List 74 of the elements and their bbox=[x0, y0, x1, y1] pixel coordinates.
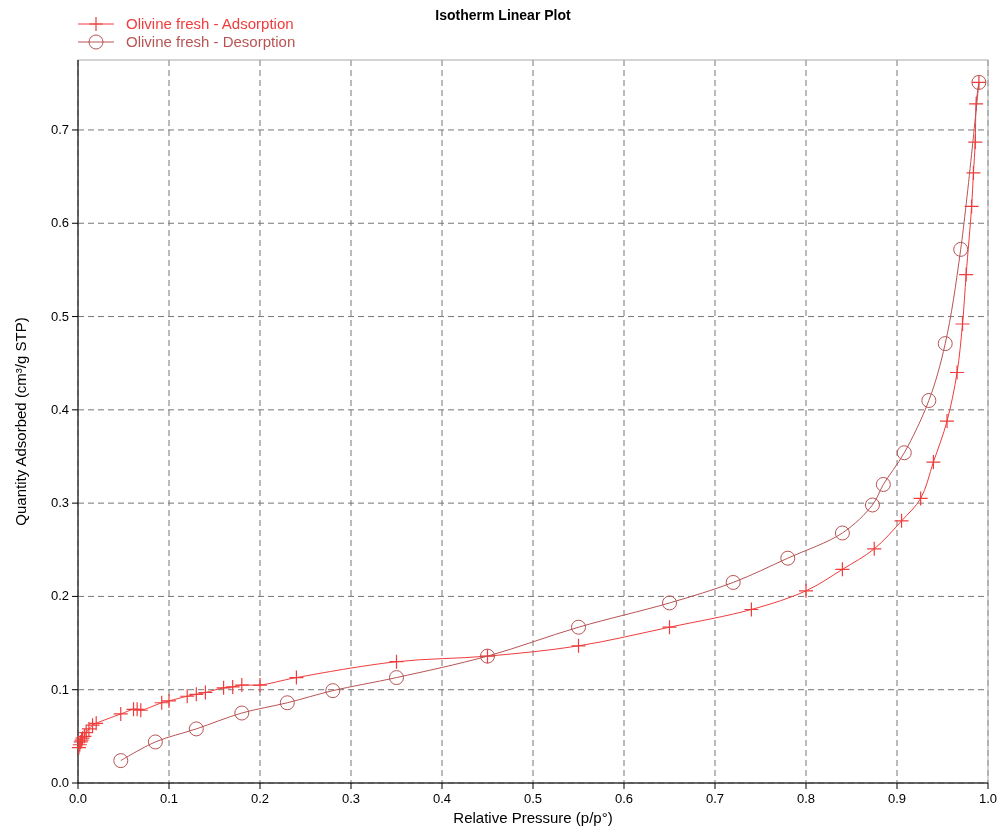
y-axis-title: Quantity Adsorbed (cm³/g STP) bbox=[12, 317, 29, 526]
point bbox=[234, 705, 250, 721]
point bbox=[725, 574, 741, 590]
point bbox=[834, 561, 850, 577]
point bbox=[133, 702, 149, 718]
point bbox=[798, 583, 814, 599]
point bbox=[225, 679, 241, 695]
point bbox=[88, 715, 104, 731]
point bbox=[954, 316, 971, 332]
y-tick-label: 0.5 bbox=[50, 308, 69, 324]
point bbox=[965, 165, 982, 181]
point bbox=[325, 683, 341, 699]
point bbox=[188, 721, 204, 737]
point bbox=[893, 513, 910, 529]
x-tick-label: 0.7 bbox=[705, 791, 725, 806]
point bbox=[864, 497, 880, 513]
y-tick-label: 0.2 bbox=[50, 588, 69, 604]
point bbox=[953, 241, 969, 257]
y-tick-label: 0.0 bbox=[50, 775, 69, 790]
point bbox=[964, 198, 980, 215]
point bbox=[921, 393, 937, 409]
point bbox=[866, 541, 882, 557]
x-tick-label: 0.6 bbox=[614, 791, 634, 806]
point bbox=[234, 677, 250, 693]
y-tick-label: 0.7 bbox=[50, 121, 69, 137]
point bbox=[571, 619, 586, 635]
point bbox=[188, 686, 204, 702]
y-tick-label: 0.3 bbox=[50, 495, 69, 511]
point bbox=[389, 670, 404, 686]
point bbox=[84, 717, 101, 733]
point bbox=[958, 266, 974, 283]
legend-label: Olivine fresh - Adsorption bbox=[126, 15, 294, 32]
y-tick-label: 0.4 bbox=[50, 401, 69, 417]
point bbox=[967, 134, 983, 150]
x-tick-label: 0.5 bbox=[523, 791, 543, 806]
point bbox=[875, 476, 891, 492]
x-tick-label: 0.3 bbox=[341, 791, 361, 806]
point bbox=[113, 706, 129, 722]
x-tick-label: 0.0 bbox=[68, 791, 88, 806]
x-tick-label: 1.0 bbox=[978, 791, 998, 806]
x-tick-label: 0.4 bbox=[432, 791, 452, 806]
point bbox=[913, 490, 929, 507]
x-tick-label: 0.2 bbox=[250, 791, 270, 806]
point bbox=[288, 669, 304, 686]
point bbox=[780, 550, 796, 566]
legend-label: Olivine fresh - Desorption bbox=[126, 33, 296, 50]
point bbox=[81, 721, 97, 737]
x-axis-title: Relative Pressure (p/p°) bbox=[453, 809, 613, 826]
point bbox=[949, 364, 965, 381]
y-tick-label: 0.1 bbox=[50, 681, 69, 697]
point bbox=[925, 454, 941, 470]
point bbox=[834, 525, 850, 541]
point bbox=[252, 677, 268, 693]
point bbox=[743, 601, 759, 618]
y-tick-label: 0.6 bbox=[50, 215, 69, 231]
point bbox=[896, 445, 912, 461]
point bbox=[937, 336, 953, 352]
point bbox=[179, 688, 195, 704]
point bbox=[939, 413, 955, 429]
point bbox=[662, 595, 677, 611]
point bbox=[661, 619, 678, 635]
point bbox=[129, 701, 145, 717]
x-tick-label: 0.8 bbox=[796, 791, 816, 806]
point bbox=[388, 654, 405, 670]
point bbox=[154, 695, 170, 711]
point bbox=[570, 638, 587, 654]
x-tick-label: 0.1 bbox=[159, 791, 179, 806]
point bbox=[279, 695, 295, 711]
point bbox=[113, 753, 129, 769]
point bbox=[197, 684, 213, 701]
chart-title: Isotherm Linear Plot bbox=[435, 7, 572, 23]
point bbox=[147, 734, 163, 750]
point bbox=[161, 693, 177, 709]
x-tick-label: 0.9 bbox=[887, 791, 907, 806]
